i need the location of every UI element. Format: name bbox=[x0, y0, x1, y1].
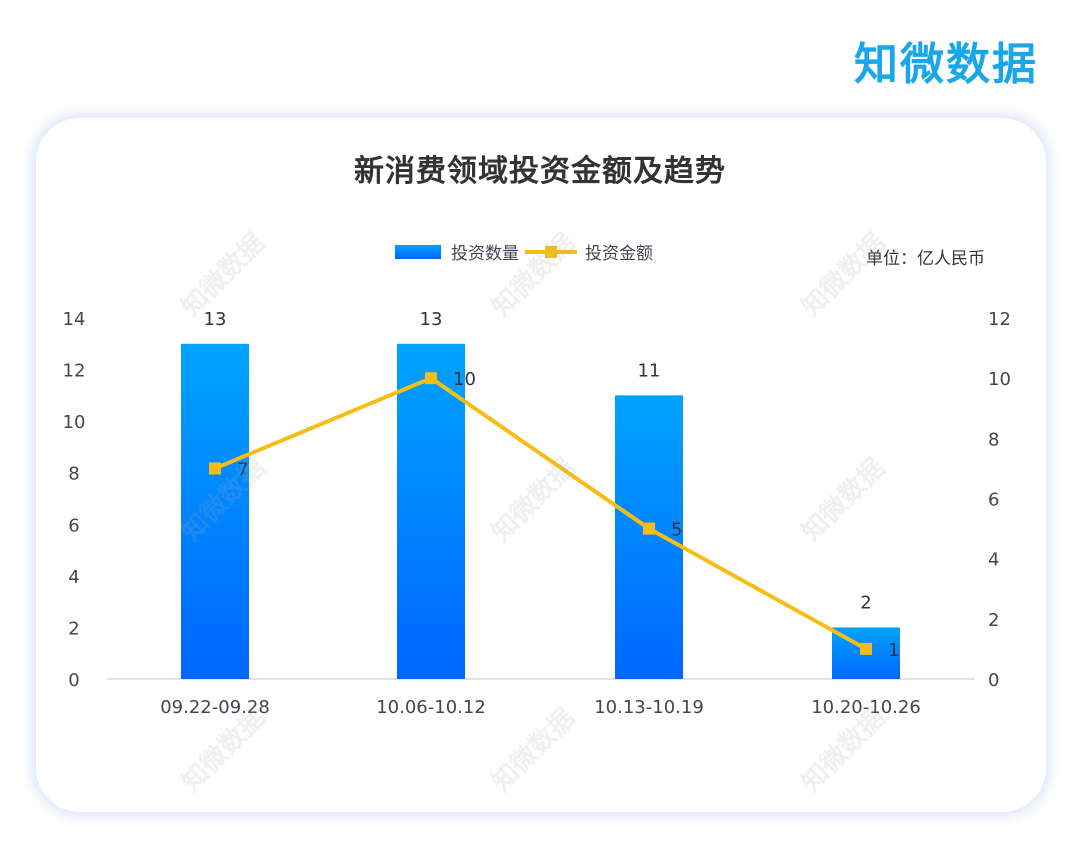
line-value-label: 10 bbox=[453, 369, 476, 390]
line-marker bbox=[643, 522, 655, 535]
x-axis-tick: 10.06-10.12 bbox=[376, 697, 486, 718]
bar-value-label: 13 bbox=[420, 309, 443, 330]
line-series: 7 10 5 1 bbox=[209, 369, 899, 661]
right-axis-tick: 0 bbox=[988, 670, 999, 691]
bar bbox=[615, 395, 683, 679]
left-axis-tick: 8 bbox=[68, 464, 79, 485]
x-axis-tick: 09.22-09.28 bbox=[160, 697, 270, 718]
left-axis-tick: 10 bbox=[63, 412, 86, 433]
right-axis-tick: 6 bbox=[988, 490, 999, 511]
bar-series: 13 13 11 2 bbox=[181, 309, 900, 679]
left-axis-tick: 12 bbox=[63, 361, 86, 382]
chart-title: 新消费领域投资金额及趋势 bbox=[354, 154, 726, 189]
line-marker bbox=[425, 372, 437, 385]
bar-value-label: 13 bbox=[204, 309, 227, 330]
bar-value-label: 11 bbox=[638, 360, 661, 381]
legend-bar-swatch-icon bbox=[395, 244, 441, 259]
right-axis-tick: 4 bbox=[988, 550, 999, 571]
left-y-axis: 0 2 4 6 8 10 12 14 bbox=[63, 309, 86, 691]
left-axis-tick: 0 bbox=[68, 670, 79, 691]
brand-logo: 知微数据 bbox=[854, 39, 1038, 90]
legend-line-label: 投资金额 bbox=[585, 244, 653, 264]
line-value-label: 1 bbox=[888, 640, 899, 661]
x-axis-tick: 10.20-10.26 bbox=[811, 697, 921, 718]
left-axis-tick: 2 bbox=[68, 618, 79, 639]
chart-legend: 投资数量 投资金额 bbox=[395, 239, 653, 264]
right-axis-tick: 2 bbox=[988, 610, 999, 631]
bar bbox=[397, 343, 465, 679]
line-value-label: 5 bbox=[671, 520, 682, 541]
line-value-label: 7 bbox=[237, 459, 248, 480]
x-axis-tick: 10.13-10.19 bbox=[594, 697, 704, 718]
legend-line-swatch-icon bbox=[525, 245, 577, 258]
trend-line bbox=[214, 376, 867, 651]
left-axis-tick: 4 bbox=[68, 567, 79, 588]
line-marker bbox=[860, 642, 872, 655]
left-axis-tick: 14 bbox=[63, 309, 86, 330]
right-axis-tick: 12 bbox=[988, 309, 1011, 330]
bar bbox=[181, 343, 249, 679]
legend-bar-label: 投资数量 bbox=[451, 244, 519, 264]
unit-label: 单位：亿人民币 bbox=[866, 249, 985, 269]
right-axis-tick: 10 bbox=[988, 369, 1011, 390]
bar-value-label: 2 bbox=[860, 592, 871, 613]
right-axis-tick: 8 bbox=[988, 429, 999, 450]
x-axis-labels: 09.22-09.28 10.06-10.12 10.13-10.19 10.20-1… bbox=[160, 697, 921, 718]
line-marker bbox=[209, 462, 221, 475]
left-axis-tick: 6 bbox=[68, 515, 79, 536]
right-y-axis: 0 2 4 6 8 10 12 bbox=[988, 309, 1011, 691]
